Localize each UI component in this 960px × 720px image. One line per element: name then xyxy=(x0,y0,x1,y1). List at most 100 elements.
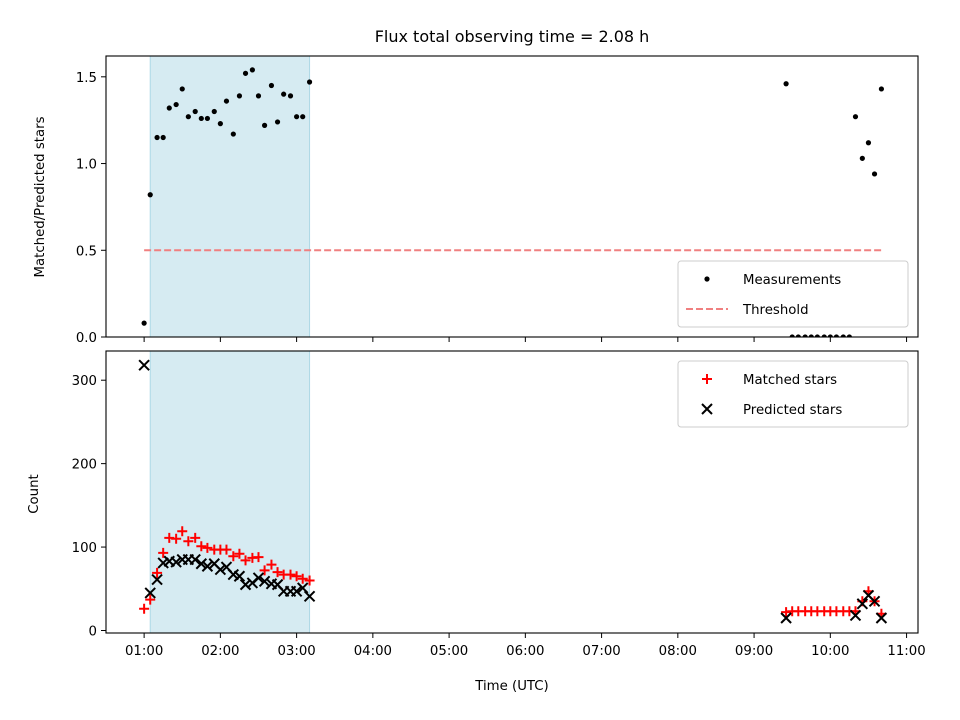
x-tick-label: 07:00 xyxy=(582,644,620,659)
matched-star-point xyxy=(221,544,232,555)
predicted-star-point xyxy=(252,572,265,584)
legend-label: Matched stars xyxy=(743,373,837,388)
measurement-point xyxy=(802,334,808,337)
measurement-point xyxy=(230,131,236,137)
y-tick-label: 0.0 xyxy=(76,331,97,346)
measurement-point xyxy=(223,98,230,104)
measurement-point xyxy=(846,334,852,337)
matched-star-point xyxy=(177,526,188,537)
matched-star-point xyxy=(202,542,213,553)
matched-star-point xyxy=(139,603,150,614)
bottom-panel: 01:00 02:00 03:00 04:00 05:00 06:00 07:00 08:00… xyxy=(72,350,926,659)
measurement-point xyxy=(852,114,859,120)
predicted-star-point xyxy=(233,570,246,582)
x-tick-label: 02:00 xyxy=(201,644,239,659)
matched-star-point xyxy=(291,571,302,582)
matched-star-point xyxy=(266,559,277,570)
measurement-point xyxy=(783,81,789,87)
matched-star-point xyxy=(196,541,207,552)
measurement-point xyxy=(255,93,262,99)
measurement-point xyxy=(185,114,191,120)
measurement-point xyxy=(300,114,306,120)
y-tick-label: 300 xyxy=(72,374,97,389)
x-tick-label: 03:00 xyxy=(277,644,315,659)
matched-star-point xyxy=(234,548,245,559)
measurement-point xyxy=(878,86,885,92)
x-tick-label: 01:00 xyxy=(125,644,163,659)
predicted-star-point xyxy=(258,575,271,587)
plot-area-count xyxy=(138,359,888,624)
matched-star-point xyxy=(152,567,163,578)
legend: Measurements Threshold xyxy=(677,260,909,328)
predicted-star-point xyxy=(303,590,316,602)
measurement-point xyxy=(166,105,172,111)
legend: Matched stars Predicted stars xyxy=(677,360,909,428)
measurement-point xyxy=(192,108,198,115)
measurement-point xyxy=(217,121,223,127)
x-tick-label: 08:00 xyxy=(659,644,697,659)
matched-star-point xyxy=(190,532,201,543)
measurement-point xyxy=(173,101,179,108)
plot-area-ratio xyxy=(141,67,885,337)
predicted-star-point xyxy=(170,556,182,568)
legend-label: Predicted stars xyxy=(743,403,842,418)
observing-window-shade xyxy=(149,350,311,634)
measurement-point xyxy=(294,114,300,120)
y-axis-label-ratio: Matched/Predicted stars xyxy=(33,116,48,277)
x-tick-label: 05:00 xyxy=(430,644,468,659)
measurement-point xyxy=(242,70,249,76)
measurement-point xyxy=(789,334,795,337)
predicted-star-point xyxy=(780,612,792,624)
predicted-star-point xyxy=(201,560,214,572)
legend-marker-x xyxy=(701,403,713,415)
measurement-point xyxy=(306,79,313,85)
top-panel: 0.0 0.5 1.0 1.5 Measurements Threshold xyxy=(76,55,919,346)
matched-star-point xyxy=(183,536,194,547)
measurement-point xyxy=(859,155,865,161)
measurement-point xyxy=(141,320,147,326)
observing-window-shade xyxy=(149,55,311,338)
measurement-point xyxy=(147,192,153,198)
predicted-star-point xyxy=(290,585,303,597)
measurement-point xyxy=(795,334,801,337)
axes-frame xyxy=(105,55,919,338)
measurement-point xyxy=(808,334,814,337)
predicted-star-point xyxy=(151,573,163,586)
measurement-point xyxy=(840,334,846,337)
predicted-star-point xyxy=(195,558,208,570)
axes-frame xyxy=(105,350,919,634)
measurement-point xyxy=(261,122,268,128)
predicted-star-point xyxy=(868,595,881,608)
measurement-point xyxy=(160,134,166,141)
measurement-point xyxy=(814,334,820,337)
legend-marker-plus xyxy=(702,374,712,384)
matched-star-point xyxy=(240,555,251,566)
measurement-point xyxy=(281,91,287,97)
measurement-point xyxy=(821,334,827,337)
measurement-point xyxy=(827,334,833,337)
measurement-point xyxy=(833,334,840,337)
y-axis-label-count: Count xyxy=(27,474,42,514)
measurement-point xyxy=(179,86,185,92)
measurement-point xyxy=(154,134,160,141)
x-tick-label: 09:00 xyxy=(735,644,773,659)
measurement-point xyxy=(268,82,275,89)
predicted-star-point xyxy=(138,359,150,371)
predicted-star-point xyxy=(189,553,201,566)
y-tick-label: 0.5 xyxy=(76,244,97,259)
legend-frame xyxy=(677,260,909,328)
measurement-point xyxy=(236,93,243,99)
y-tick-label: 0 xyxy=(89,624,97,639)
matched-star-point xyxy=(228,551,239,562)
x-axis-label: Time (UTC) xyxy=(474,679,549,694)
predicted-star-point xyxy=(144,587,156,599)
y-tick-label: 1.0 xyxy=(76,158,97,173)
measurement-point xyxy=(249,67,255,73)
measurement-point xyxy=(871,171,878,177)
measurement-point xyxy=(287,93,294,99)
predicted-star-point xyxy=(214,563,227,576)
matched-star-point xyxy=(272,567,283,578)
x-tick-label: 06:00 xyxy=(506,644,544,659)
measurement-point xyxy=(204,115,211,122)
